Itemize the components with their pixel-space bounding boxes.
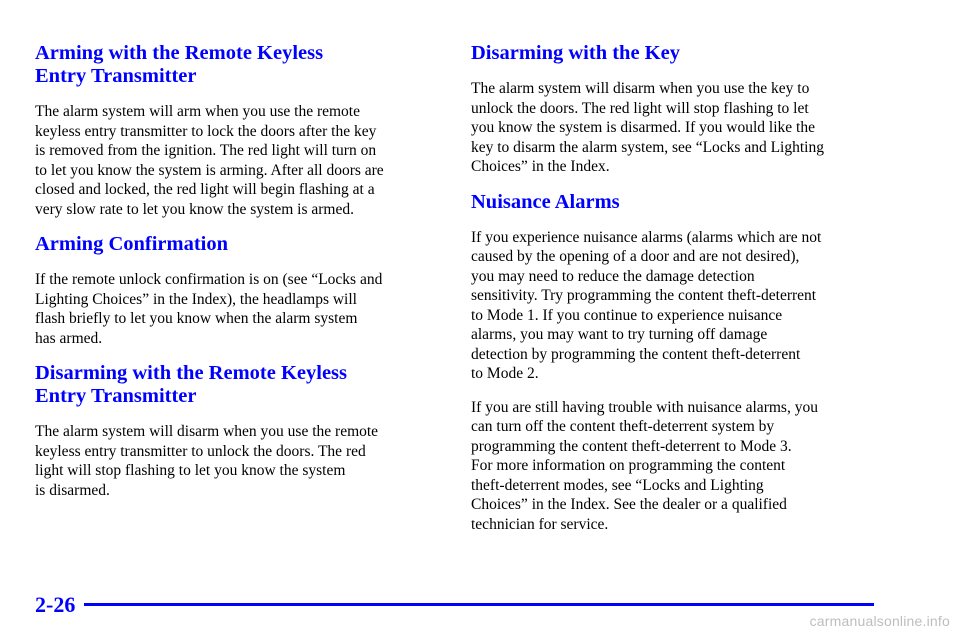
text-line: closed and locked, the red light will be… [35,181,375,198]
heading-line: Entry Transmitter [35,385,197,407]
text-line: unlock the doors. The red light will sto… [471,99,809,117]
section-heading-nuisance-alarms: Nuisance Alarms [471,191,891,214]
section-heading-disarming-remote: Disarming with the Remote Keyless Entry … [35,362,440,408]
paragraph-nuisance-alarms-2: If you are still having trouble with nui… [471,398,891,535]
text-line: technician for service. [471,515,609,533]
text-line: If you are still having trouble with nui… [471,398,818,416]
heading-line: Entry Transmitter [35,65,197,87]
paragraph-arming-confirmation: If the remote unlock confirmation is on … [35,270,440,348]
text-line: alarms, you may want to try turning off … [471,326,768,343]
text-line: to let you know the system is arming. Af… [35,161,384,179]
text-line: The alarm system will disarm when you us… [35,423,379,440]
text-line: Lighting Choices” in the Index), the hea… [35,290,357,308]
page-number: 2-26 [35,592,76,617]
heading-line: Arming Confirmation [35,233,229,255]
text-line: is removed from the ignition. The red li… [35,142,377,159]
text-line: detection by programming the content the… [471,345,801,363]
text-line: very slow rate to let you know the syste… [35,200,354,218]
text-line: Choices” in the Index. See the dealer or… [471,496,787,513]
heading-line: Nuisance Alarms [471,190,620,213]
text-line: flash briefly to let you know when the a… [35,310,358,327]
paragraph-arming-remote: The alarm system will arm when you use t… [35,102,440,219]
text-line: The alarm system will disarm when you us… [471,80,810,97]
text-line: keyless entry transmitter to unlock the … [35,442,366,460]
text-line: can turn off the content theft‐deterrent… [471,418,775,435]
text-line: If you experience nuisance alarms (alarm… [471,228,822,246]
text-line: Choices” in the Index. [471,158,610,175]
paragraph-disarming-key: The alarm system will disarm when you us… [471,79,891,177]
text-line: theft‐deterrent modes, see “Locks and Li… [471,476,764,494]
left-column: Arming with the Remote Keyless Entry Tra… [35,42,440,514]
section-heading-arming-confirmation: Arming Confirmation [35,233,440,256]
text-line: key to disarm the alarm system, see “Loc… [471,138,824,156]
text-line: has armed. [35,329,103,347]
heading-line: Arming with the Remote Keyless [35,42,324,64]
text-line: you know the system is disarmed. If you … [471,119,815,136]
text-line: The alarm system will arm when you use t… [35,103,360,120]
text-line: programming the content theft‐deterrent … [471,437,792,455]
footer-divider [84,603,874,606]
heading-line: Disarming with the Remote Keyless [35,362,348,384]
text-line: keyless entry transmitter to lock the do… [35,122,377,140]
text-line: is disarmed. [35,481,110,499]
section-heading-arming-remote: Arming with the Remote Keyless Entry Tra… [35,42,440,88]
watermark-text: carmanualsonline.info [809,613,950,629]
paragraph-disarming-remote: The alarm system will disarm when you us… [35,422,440,500]
text-line: sensitivity. Try programming the content… [471,287,817,304]
right-column: Disarming with the Key The alarm system … [471,42,891,548]
text-line: If the remote unlock confirmation is on … [35,271,383,288]
paragraph-nuisance-alarms-1: If you experience nuisance alarms (alarm… [471,228,891,384]
text-line: you may need to reduce the damage detect… [471,267,755,285]
text-line: to Mode 1. If you continue to experience… [471,306,783,324]
text-line: to Mode 2. [471,365,539,382]
text-line: For more information on programming the … [471,457,786,474]
section-heading-disarming-key: Disarming with the Key [471,42,891,65]
text-line: caused by the opening of a door and are … [471,248,800,265]
heading-line: Disarming with the Key [471,42,680,64]
text-line: light will stop flashing to let you know… [35,462,346,479]
